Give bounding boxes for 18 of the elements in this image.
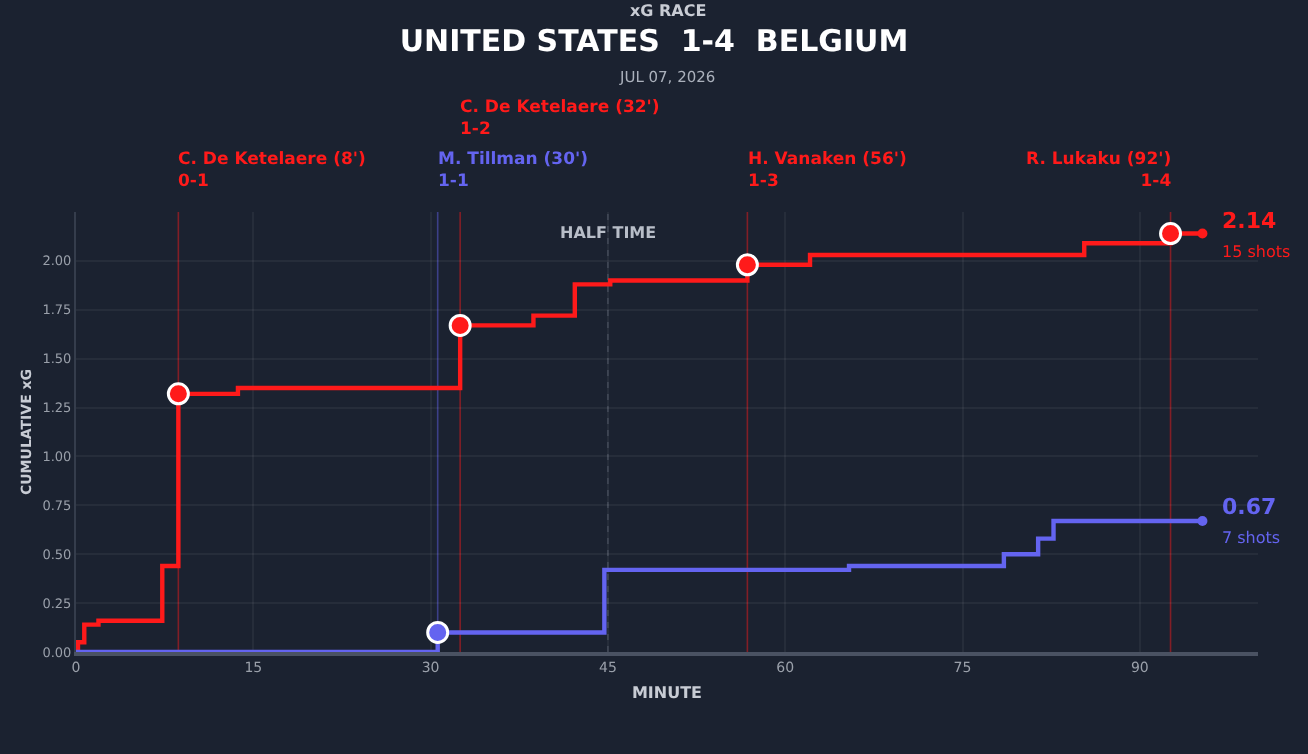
point [1159,222,1183,246]
chart-title: UNITED STATES 1-4 BELGIUM [399,22,909,59]
ref-line-label: HALF TIME [560,224,657,242]
point [448,313,472,337]
point [166,382,190,406]
text: xG RACE [630,2,707,20]
ref-line-label: M. Tillman (30') 1-1 [438,150,589,193]
point [735,253,759,277]
data-label: 2.14 15 shots [1222,208,1291,261]
ref-line-label: C. De Ketelaere (32') 1-2 [460,98,660,141]
point [426,620,450,644]
data-label: 0.67 7 shots [1222,494,1281,547]
ref-line-label: C. De Ketelaere (8') 0-1 [178,150,366,193]
ref-line-label: H. Vanaken (56') 1-3 [748,150,907,193]
point [1197,228,1208,239]
x-axis-title: MINUTE [631,683,703,702]
ref-line-label: R. Lukaku (92') 1-4 [1026,150,1172,193]
point [1197,515,1208,526]
